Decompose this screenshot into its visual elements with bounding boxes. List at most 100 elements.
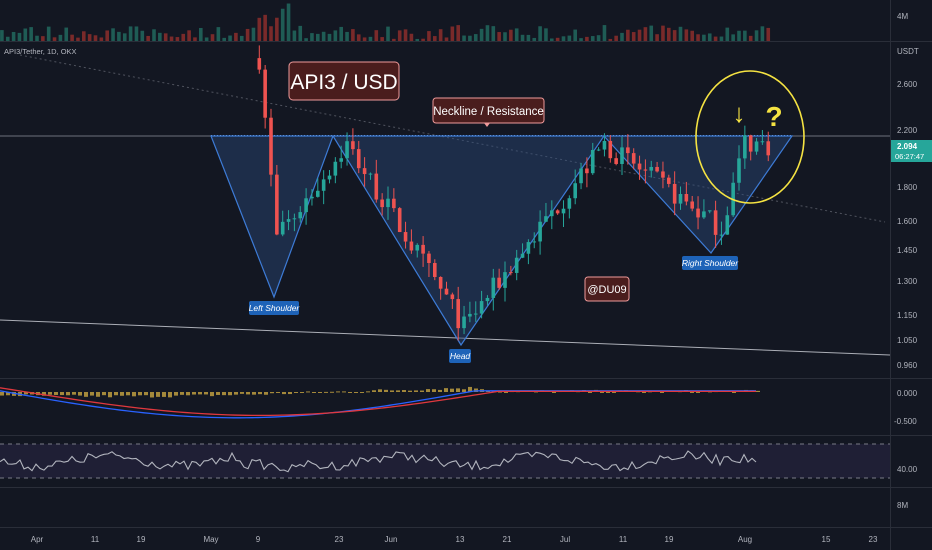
macd-histogram-bar — [360, 392, 364, 393]
volume-bar — [725, 27, 730, 41]
volume-bar — [602, 25, 607, 41]
time-tick: 11 — [91, 535, 100, 544]
volume-bar — [433, 36, 437, 41]
macd-tick: 0.000 — [897, 389, 918, 398]
candle — [409, 229, 414, 254]
macd-histogram-bar — [426, 389, 430, 392]
volume-bar — [526, 34, 531, 41]
volume-bar — [374, 30, 379, 41]
volume-bar — [310, 33, 314, 41]
price-tick: 0.960 — [897, 361, 918, 370]
macd-histogram-bar — [384, 389, 388, 392]
candle — [626, 134, 630, 165]
volume-bar — [146, 35, 150, 41]
volume-bar — [637, 29, 642, 41]
volume-bar — [251, 27, 256, 41]
time-tick: 23 — [869, 535, 878, 544]
candle — [503, 261, 507, 302]
macd-histogram-bar — [42, 392, 46, 396]
volume-bar — [392, 38, 396, 41]
watermark-label: @DU09 — [587, 284, 626, 296]
candle — [696, 196, 700, 230]
volume-bar — [655, 34, 659, 41]
rsi-band — [0, 444, 890, 478]
macd-histogram-bar — [378, 389, 382, 392]
time-tick: 19 — [665, 535, 674, 544]
head-triangle — [331, 135, 606, 347]
volume-bar — [117, 31, 121, 41]
candle — [403, 221, 408, 249]
volume-bar — [368, 36, 373, 41]
candle — [544, 202, 548, 223]
macd-histogram-bar — [612, 391, 616, 393]
volume-bar — [409, 33, 414, 41]
candle — [485, 295, 490, 306]
candle — [643, 159, 648, 184]
volume-bar — [550, 38, 554, 41]
macd-histogram-bar — [330, 391, 334, 393]
macd-histogram-bar — [180, 392, 184, 395]
volume-bar — [5, 36, 10, 41]
neckline-label: Neckline / Resistance — [433, 106, 544, 118]
time-tick: Jul — [560, 535, 570, 544]
macd-histogram-bar — [450, 388, 454, 392]
volume-bar — [99, 37, 104, 41]
volume-bar — [327, 33, 332, 41]
volume-bars — [0, 3, 771, 42]
time-tick: 21 — [503, 535, 512, 544]
volume-bar — [748, 35, 753, 41]
volume-axis-label: 4M — [897, 12, 908, 21]
macd-histogram-bar — [24, 392, 28, 395]
macd-histogram-bar — [6, 392, 10, 396]
macd-histogram-bar — [78, 392, 82, 396]
volume-bar — [58, 34, 63, 41]
volume-bar — [702, 34, 706, 41]
macd-histogram-bar — [354, 392, 358, 393]
candle — [392, 188, 396, 213]
time-tick: Apr — [31, 535, 44, 544]
candle — [339, 145, 343, 169]
macd-histogram-bar — [192, 392, 196, 395]
volume-bar — [245, 28, 250, 41]
macd-histogram-bar — [66, 392, 70, 396]
volume-bar — [70, 34, 74, 41]
candle — [310, 189, 314, 206]
macd-histogram-bar — [0, 392, 4, 396]
candle — [608, 135, 613, 163]
candle — [725, 206, 730, 235]
volume-bar — [140, 30, 145, 41]
candle — [257, 45, 262, 74]
volume-bar — [760, 26, 765, 41]
macd-histogram-bar — [438, 389, 442, 392]
candle — [719, 221, 724, 245]
volume-bar — [269, 26, 273, 41]
volume-bar — [17, 32, 22, 41]
volume-bar — [509, 29, 513, 41]
macd-histogram-bar — [498, 391, 502, 393]
volume-bar — [403, 29, 408, 41]
volume-bar — [766, 27, 771, 41]
volume-bar — [585, 36, 589, 41]
volume-bar — [462, 35, 466, 41]
macd-histogram-bar — [150, 392, 154, 398]
volume-bar — [0, 30, 4, 41]
volume-bar — [257, 17, 262, 41]
volume-bar — [292, 30, 297, 41]
volume-bar — [696, 34, 700, 41]
candle — [520, 243, 525, 259]
countdown: 06:27:47 — [895, 152, 924, 161]
volume-bar — [52, 37, 57, 41]
candle — [614, 152, 618, 166]
macd-histogram-bar — [420, 390, 424, 392]
candle — [345, 132, 349, 166]
macd-histogram-bar — [96, 392, 100, 397]
volume-bar — [532, 37, 537, 41]
candle — [263, 65, 267, 129]
volume-bar — [450, 26, 455, 41]
macd-histogram-bar — [168, 392, 172, 398]
macd-histogram-bar — [114, 392, 118, 396]
macd-histogram-bar — [588, 392, 592, 393]
candle — [433, 259, 437, 281]
macd-histogram-bar — [276, 392, 280, 393]
volume-bar — [333, 30, 338, 41]
